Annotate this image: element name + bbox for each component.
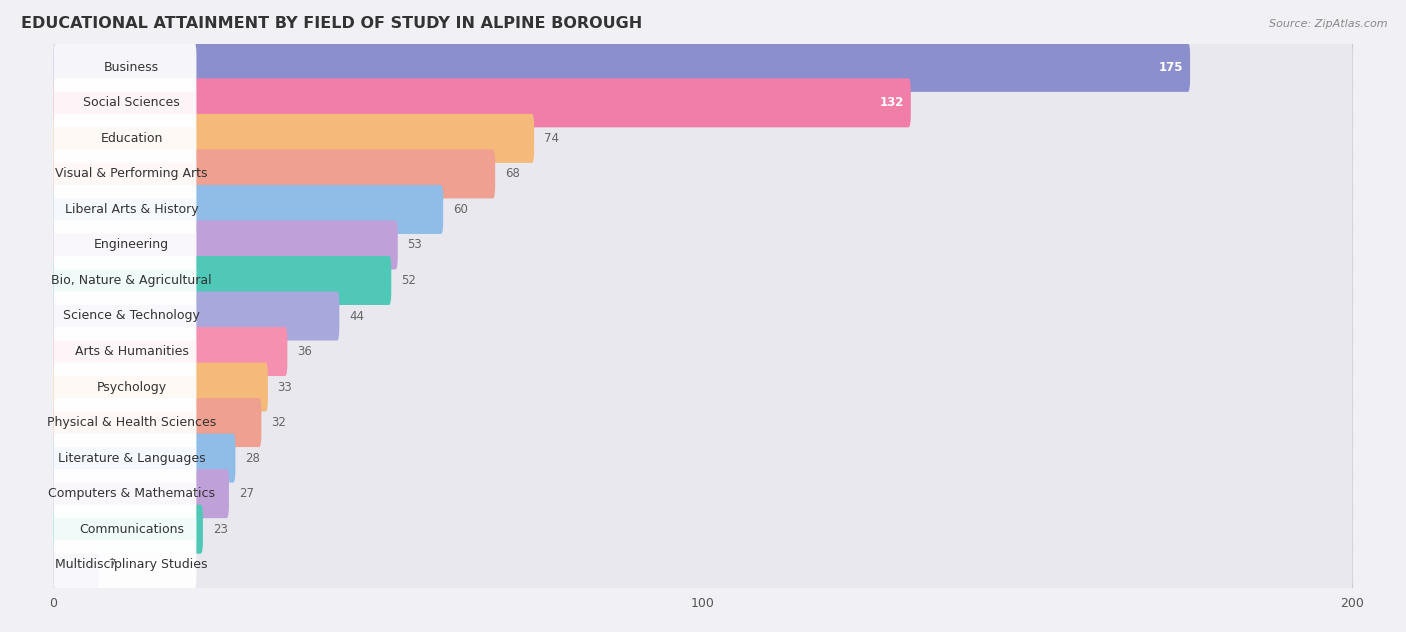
Text: 132: 132 — [880, 96, 904, 109]
FancyBboxPatch shape — [53, 504, 1353, 554]
Text: Communications: Communications — [79, 523, 184, 536]
FancyBboxPatch shape — [53, 363, 1353, 411]
Text: 32: 32 — [271, 416, 285, 429]
Text: Science & Technology: Science & Technology — [63, 310, 200, 322]
FancyBboxPatch shape — [53, 149, 197, 198]
FancyBboxPatch shape — [53, 540, 197, 589]
FancyBboxPatch shape — [53, 185, 1353, 234]
FancyBboxPatch shape — [53, 469, 1353, 518]
Text: Source: ZipAtlas.com: Source: ZipAtlas.com — [1270, 19, 1388, 29]
Text: Liberal Arts & History: Liberal Arts & History — [65, 203, 198, 216]
FancyBboxPatch shape — [53, 256, 1353, 305]
FancyBboxPatch shape — [53, 114, 534, 163]
FancyBboxPatch shape — [53, 291, 1353, 341]
Text: 52: 52 — [401, 274, 416, 287]
Text: 68: 68 — [505, 167, 520, 180]
FancyBboxPatch shape — [53, 291, 339, 341]
FancyBboxPatch shape — [53, 327, 287, 376]
Text: 28: 28 — [245, 452, 260, 465]
FancyBboxPatch shape — [53, 540, 1353, 589]
Text: 53: 53 — [408, 238, 422, 252]
FancyBboxPatch shape — [53, 504, 197, 554]
Text: Visual & Performing Arts: Visual & Performing Arts — [55, 167, 208, 180]
Text: Literature & Languages: Literature & Languages — [58, 452, 205, 465]
FancyBboxPatch shape — [53, 434, 1353, 483]
FancyBboxPatch shape — [53, 185, 443, 234]
Text: Computers & Mathematics: Computers & Mathematics — [48, 487, 215, 500]
FancyBboxPatch shape — [53, 221, 1353, 269]
Text: Business: Business — [104, 61, 159, 74]
Text: 175: 175 — [1159, 61, 1184, 74]
Text: 60: 60 — [453, 203, 468, 216]
FancyBboxPatch shape — [53, 363, 269, 411]
FancyBboxPatch shape — [53, 291, 197, 341]
FancyBboxPatch shape — [53, 363, 197, 411]
FancyBboxPatch shape — [53, 398, 1353, 447]
FancyBboxPatch shape — [53, 43, 197, 92]
Text: Education: Education — [100, 132, 163, 145]
FancyBboxPatch shape — [53, 221, 197, 269]
Text: 27: 27 — [239, 487, 253, 500]
Text: Physical & Health Sciences: Physical & Health Sciences — [46, 416, 217, 429]
Text: 74: 74 — [544, 132, 560, 145]
FancyBboxPatch shape — [53, 43, 1189, 92]
FancyBboxPatch shape — [53, 43, 1353, 92]
FancyBboxPatch shape — [53, 256, 197, 305]
FancyBboxPatch shape — [53, 434, 197, 483]
Text: 44: 44 — [349, 310, 364, 322]
FancyBboxPatch shape — [53, 114, 1353, 163]
Text: EDUCATIONAL ATTAINMENT BY FIELD OF STUDY IN ALPINE BOROUGH: EDUCATIONAL ATTAINMENT BY FIELD OF STUDY… — [21, 16, 643, 30]
Text: 23: 23 — [212, 523, 228, 536]
Text: 36: 36 — [297, 345, 312, 358]
Text: Psychology: Psychology — [97, 380, 166, 394]
FancyBboxPatch shape — [53, 78, 1353, 128]
FancyBboxPatch shape — [53, 327, 1353, 376]
FancyBboxPatch shape — [53, 256, 391, 305]
FancyBboxPatch shape — [53, 469, 229, 518]
FancyBboxPatch shape — [53, 78, 911, 128]
FancyBboxPatch shape — [53, 78, 197, 128]
FancyBboxPatch shape — [53, 149, 1353, 198]
Text: Engineering: Engineering — [94, 238, 169, 252]
Text: Bio, Nature & Agricultural: Bio, Nature & Agricultural — [51, 274, 212, 287]
Text: 7: 7 — [108, 558, 117, 571]
FancyBboxPatch shape — [53, 114, 197, 163]
FancyBboxPatch shape — [53, 327, 197, 376]
Text: Arts & Humanities: Arts & Humanities — [75, 345, 188, 358]
FancyBboxPatch shape — [53, 149, 495, 198]
FancyBboxPatch shape — [53, 434, 235, 483]
FancyBboxPatch shape — [53, 540, 98, 589]
Text: 33: 33 — [277, 380, 292, 394]
Text: Social Sciences: Social Sciences — [83, 96, 180, 109]
FancyBboxPatch shape — [53, 398, 262, 447]
FancyBboxPatch shape — [53, 504, 202, 554]
FancyBboxPatch shape — [53, 185, 197, 234]
Text: Multidisciplinary Studies: Multidisciplinary Studies — [55, 558, 208, 571]
FancyBboxPatch shape — [53, 398, 197, 447]
FancyBboxPatch shape — [53, 469, 197, 518]
FancyBboxPatch shape — [53, 221, 398, 269]
